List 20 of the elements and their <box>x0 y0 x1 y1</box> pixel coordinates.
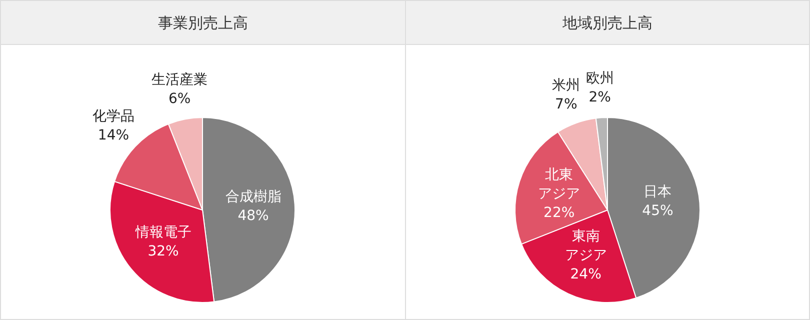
data-label: 22% <box>544 204 575 221</box>
slice-label: 化学品 <box>92 108 134 125</box>
slice-label: 合成樹脂 <box>225 188 282 205</box>
slice-label: 北東アジア <box>538 166 580 202</box>
slice-label: 欧州 <box>586 70 614 86</box>
slice-label: 東南アジア <box>564 228 607 264</box>
slice-label: 日本 <box>644 184 672 200</box>
slice-label: 生活産業 <box>152 72 208 88</box>
chart-title: 地域別売上高 <box>406 1 809 45</box>
data-label: 32% <box>148 244 179 260</box>
data-label: 7% <box>555 96 578 112</box>
data-label: 14% <box>98 128 130 144</box>
data-label: 45% <box>642 203 674 220</box>
chart-title: 事業別売上高 <box>1 1 405 45</box>
data-label: 48% <box>238 208 269 224</box>
data-label: 24% <box>570 266 602 283</box>
slice-label: 米州 <box>552 77 580 94</box>
slice-label: 情報電子 <box>134 224 192 241</box>
data-label: 2% <box>588 89 611 106</box>
data-label: 6% <box>168 91 191 108</box>
